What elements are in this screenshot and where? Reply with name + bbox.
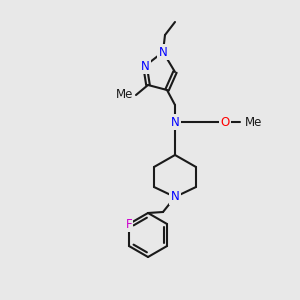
Text: F: F [126, 218, 132, 230]
Text: Me: Me [116, 88, 133, 101]
Text: N: N [141, 59, 149, 73]
Text: N: N [171, 116, 179, 128]
Text: O: O [220, 116, 230, 128]
Text: N: N [159, 46, 167, 59]
Text: N: N [171, 190, 179, 203]
Text: Me: Me [245, 116, 262, 128]
